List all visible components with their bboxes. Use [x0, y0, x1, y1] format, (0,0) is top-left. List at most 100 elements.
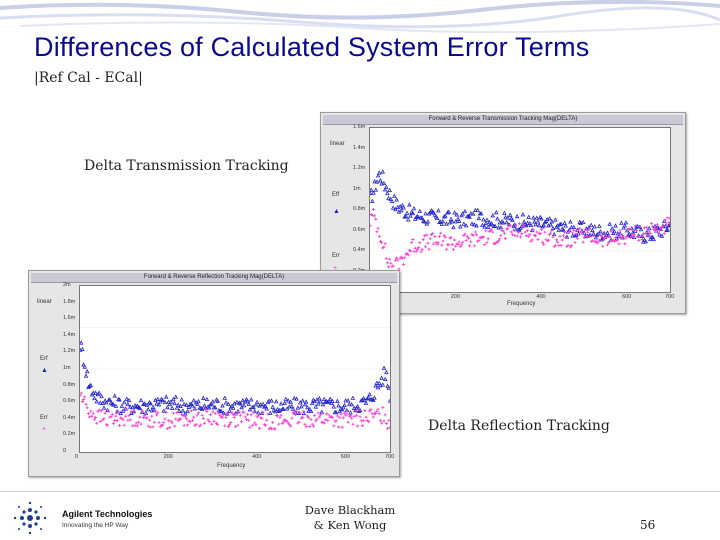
- err-data-point: [439, 231, 443, 235]
- err-data-point: [464, 238, 468, 242]
- eff-data-point: [373, 187, 379, 192]
- eff-data-point: [510, 217, 515, 222]
- err-data-point: [236, 423, 240, 427]
- eff-data-point: [469, 221, 475, 226]
- err-data-point: [157, 421, 161, 425]
- erf-data-point: [82, 364, 88, 369]
- erf-data-point: [99, 393, 104, 399]
- err-data-point: [121, 418, 125, 422]
- eff-data-point: [650, 234, 655, 240]
- err-data-point: [377, 234, 381, 238]
- reflection-window-titlebar[interactable]: Forward & Reverse Reflection Tracking Ma…: [31, 273, 397, 283]
- err-data-point: [516, 231, 520, 235]
- err-data-point: [434, 240, 438, 244]
- erf-data-point: [212, 405, 218, 410]
- erf-data-point: [269, 398, 274, 403]
- err-data-point: [640, 238, 644, 242]
- eff-data-point: [456, 218, 462, 223]
- err-data-point: [218, 413, 222, 417]
- err-data-point: [522, 225, 526, 229]
- erf-data-point: [278, 401, 284, 406]
- eff-data-point: [582, 230, 587, 235]
- err-data-point: [364, 415, 368, 419]
- erf-data-point: [94, 399, 100, 404]
- err-data-point: [427, 247, 431, 251]
- err-data-point: [403, 256, 407, 260]
- err-data-point: [578, 227, 582, 231]
- erf-data-point: [171, 396, 176, 402]
- eff-data-point: [493, 209, 499, 215]
- erf-data-point: [223, 400, 229, 405]
- erf-data-point: [175, 402, 181, 407]
- err-data-point: [232, 416, 236, 420]
- err-data-point: [188, 420, 192, 424]
- err-data-point: [667, 220, 671, 224]
- err-data-point: [510, 233, 514, 237]
- erf-data-point: [125, 401, 131, 407]
- err-data-point: [181, 414, 185, 418]
- eff-data-point: [534, 215, 540, 220]
- err-data-point: [145, 416, 149, 420]
- err-data-point: [143, 413, 147, 417]
- err-data-point: [490, 228, 494, 232]
- err-data-point: [572, 228, 576, 232]
- reflection-chart-window[interactable]: Forward & Reverse Reflection Tracking Ma…: [28, 270, 400, 477]
- err-data-point: [440, 243, 444, 247]
- err-data-point: [521, 222, 525, 226]
- erf-data-point: [100, 400, 106, 405]
- err-data-point: [82, 398, 86, 402]
- erf-data-point: [317, 396, 322, 401]
- err-data-point: [633, 224, 637, 228]
- err-data-point: [116, 410, 120, 414]
- err-data-point: [513, 233, 517, 237]
- erf-data-point: [239, 405, 244, 410]
- err-data-point: [609, 229, 613, 233]
- err-data-point: [582, 235, 586, 239]
- erf-data-point: [113, 403, 119, 408]
- reflection-plot-area: [77, 285, 393, 453]
- err-data-point: [406, 253, 410, 257]
- err-data-point: [524, 234, 528, 238]
- err-data-point: [102, 417, 106, 421]
- erf-data-point: [308, 408, 314, 414]
- erf-data-point: [208, 402, 213, 407]
- eff-data-point: [595, 231, 601, 236]
- erf-data-point: [128, 404, 133, 409]
- erf-data-point: [143, 410, 149, 415]
- eff-data-point: [370, 198, 375, 203]
- y-tick-label: 0.8m: [353, 206, 366, 212]
- err-data-point: [254, 423, 258, 427]
- err-data-point: [405, 251, 409, 255]
- err-data-point: [473, 230, 477, 234]
- err-data-point: [602, 236, 606, 240]
- transmission-window-titlebar[interactable]: Forward & Reverse Transmission Tracking …: [323, 115, 683, 125]
- err-data-point: [201, 416, 205, 420]
- err-data-point: [485, 240, 489, 244]
- err-data-point: [351, 422, 355, 426]
- err-data-point: [229, 421, 233, 425]
- eff-data-point: [490, 213, 496, 218]
- err-data-point: [346, 420, 350, 424]
- eff-data-point: [503, 214, 508, 220]
- err-data-point: [374, 412, 378, 416]
- eff-data-point: [496, 225, 501, 230]
- err-data-point: [648, 232, 652, 236]
- eff-data-point: [609, 226, 615, 231]
- erf-data-point: [201, 395, 206, 400]
- err-data-point: [542, 242, 546, 246]
- erf-data-point: [347, 401, 352, 407]
- err-data-point: [290, 416, 294, 420]
- err-data-point: [647, 229, 651, 233]
- eff-data-point: [419, 215, 425, 220]
- erf-data-point: [168, 399, 174, 404]
- erf-data-point: [183, 411, 188, 416]
- err-data-point: [182, 423, 186, 427]
- eff-data-point: [424, 221, 430, 226]
- err-data-point: [612, 239, 616, 243]
- x-tick-label: 700: [385, 454, 395, 460]
- err-data-point: [400, 256, 404, 260]
- err-data-point: [194, 422, 198, 426]
- err-data-point: [206, 418, 210, 422]
- err-data-point: [106, 423, 110, 427]
- err-data-point: [419, 250, 423, 254]
